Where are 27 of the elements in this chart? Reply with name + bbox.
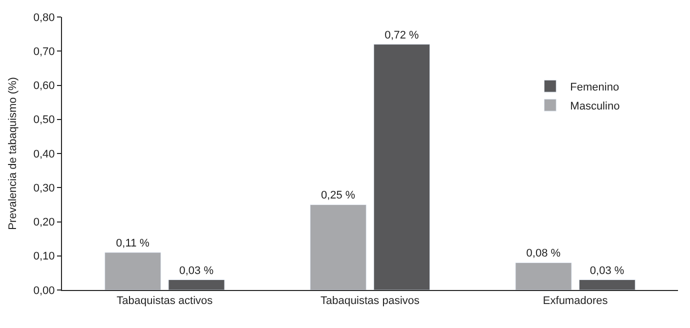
y-tick-label: 0,30 <box>33 182 55 194</box>
y-tick-label: 0,60 <box>33 80 55 92</box>
bar <box>104 252 162 290</box>
y-tick-label: 0,80 <box>33 12 55 24</box>
data-label: 0,72 % <box>384 29 420 42</box>
y-tick-label: 0,40 <box>33 148 55 160</box>
x-tick-label: Tabaquistas activos <box>116 295 214 308</box>
data-label: 0,25 % <box>320 190 356 202</box>
bar <box>515 262 572 290</box>
x-tick-label: Tabaquistas pasivos <box>320 295 420 308</box>
y-tick-label: 0,00 <box>33 284 55 297</box>
bar <box>374 44 430 290</box>
y-tick-label: 0,50 <box>33 114 55 126</box>
data-label: 0,08 % <box>526 248 561 260</box>
data-label: 0,03 % <box>590 264 624 277</box>
data-label: 0,03 % <box>179 264 214 277</box>
bar <box>310 204 366 290</box>
y-axis-title: Prevalencia de tabaquismo (%) <box>7 77 20 230</box>
y-tick-label: 0,10 <box>33 250 55 263</box>
bar <box>578 280 636 290</box>
legend-label: Femenino <box>570 81 620 94</box>
data-label: 0,11 % <box>116 237 150 250</box>
legend-label: Masculino <box>570 100 620 112</box>
y-tick-label: 0,20 <box>33 216 55 229</box>
y-tick-label: 0,70 <box>33 46 55 58</box>
x-tick-label: Exfumadores <box>542 295 608 308</box>
bar <box>168 280 225 290</box>
